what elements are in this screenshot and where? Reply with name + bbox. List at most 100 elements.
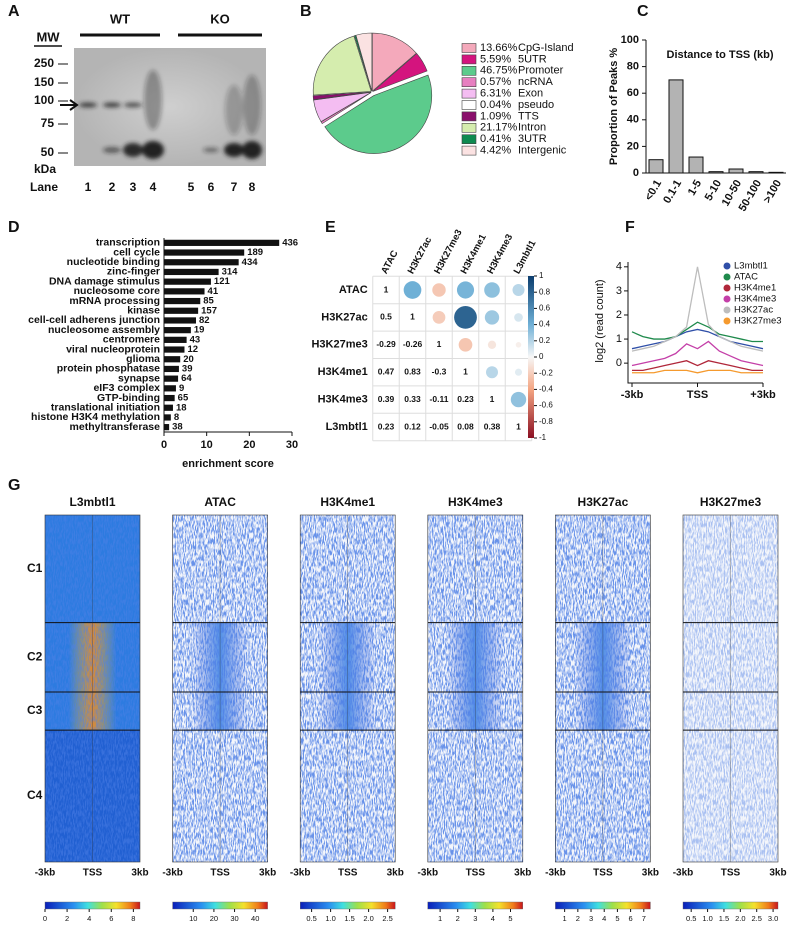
corr-circle [487,340,497,349]
colorbar-label: 2 [456,914,460,923]
corr-value: -0.05 [429,421,449,431]
x-tick-label: 3kb [387,868,404,879]
col-label: H3K4me1 [459,232,489,276]
colorbar-label: 6 [629,914,633,923]
corr-circle [432,311,446,324]
colorbar [172,901,268,910]
colorbar [555,901,651,910]
line [632,369,763,374]
x-axis-label: enrichment score [182,458,274,470]
heatmap-title: H3K27me3 [700,495,762,509]
corr-value: 0.5 [380,312,392,322]
legend-value: 4.42% [480,145,511,157]
row-label: H3K27me3 [311,339,367,351]
x-tick-label: -3kb [35,868,56,879]
group-label: WT [110,11,130,26]
legend-name: Intergenic [518,145,567,157]
count-label: 19 [194,325,205,336]
bar [668,79,684,174]
panel-label: A [8,3,20,20]
bar [164,336,187,343]
heatmap-frame [555,514,651,863]
category-label: eIF3 complex [93,382,160,394]
colorbar-label: 7 [642,914,646,923]
legend-swatch [461,43,477,53]
legend-name: Exon [518,88,543,100]
legend-swatch [461,66,477,76]
category-label: histone H3K4 methylation [31,411,160,423]
x-tick-label: TSS [338,868,358,879]
y-tick-label: 0 [633,167,639,179]
legend-swatch [461,54,477,65]
y-tick-label: 3 [616,285,622,297]
pie-slice [312,35,372,96]
colorbar-label: 2.5 [382,914,392,923]
lane-number: 1 [85,180,92,194]
legend-value: 0.57% [480,76,511,88]
count-label: 9 [179,383,184,394]
count-label: 12 [187,344,198,355]
x-tick-label: TSS [593,868,613,879]
colorbar [300,901,396,910]
bar [164,394,175,402]
corr-value: 0.39 [378,394,395,404]
legend-value: 1.09% [480,110,511,122]
y-tick-label: 1 [616,333,622,345]
legend-name: Promoter [518,65,564,77]
category-label: cell-cell adherens junction [28,314,160,326]
y-tick-label: 100 [621,34,639,46]
legend-swatch [461,123,477,133]
bar [688,156,704,174]
colorbar-label: 2 [576,914,580,923]
legend-value: 0.41% [480,133,511,145]
legend-name: H3K4me3 [734,294,776,305]
colorbar-label: 5 [508,914,512,923]
corr-value: -0.11 [430,394,449,404]
colorbar-label: 0 [43,914,47,923]
x-tick-label: -3kb [673,868,694,879]
corr-circle [484,282,500,298]
mw-marker: 250 [34,56,54,70]
category-label: cell cycle [113,246,160,258]
lane-label: Lane [30,180,58,194]
corr-value: 0.83 [404,366,421,376]
corr-value: -0.29 [376,339,396,349]
bar [164,288,205,295]
category-label: synapse [118,372,160,384]
bar [708,171,724,174]
bar [164,346,185,353]
x-tick-label: -3kb [162,868,183,879]
y-tick-label: 60 [627,87,639,99]
category-label: viral nucleoprotein [66,343,160,355]
lane-number: 2 [109,180,116,194]
line [632,360,763,372]
pie-slice [372,53,428,92]
colorbar-label: 1 [438,914,442,923]
bar [164,239,280,246]
bar [164,278,211,285]
lane-number: 4 [150,180,157,194]
colorbar-label: 1 [563,914,567,923]
category-label: mRNA processing [69,295,160,307]
colorbar-label: -0.4 [539,385,553,394]
count-label: 64 [181,373,192,384]
count-label: 41 [208,286,219,297]
row-label: H3K4me1 [318,366,368,378]
colorbar [44,901,141,910]
legend-dot [723,284,731,292]
y-tick-label: 4 [616,261,622,273]
pie-slice [312,91,372,101]
colorbar-label: 1.5 [719,914,729,923]
colorbar-label: 40 [251,914,259,923]
colorbar-label: 4 [87,914,91,923]
corr-circle [486,366,498,379]
mw-marker: 150 [34,75,54,89]
count-label: 18 [176,402,187,413]
x-tick-label: TSS [687,389,708,401]
legend-dot [723,273,731,281]
legend-dot [723,317,731,325]
panel-label: E [325,219,336,236]
count-label: 39 [182,363,193,374]
corr-circle [514,368,523,376]
bar [164,414,171,421]
